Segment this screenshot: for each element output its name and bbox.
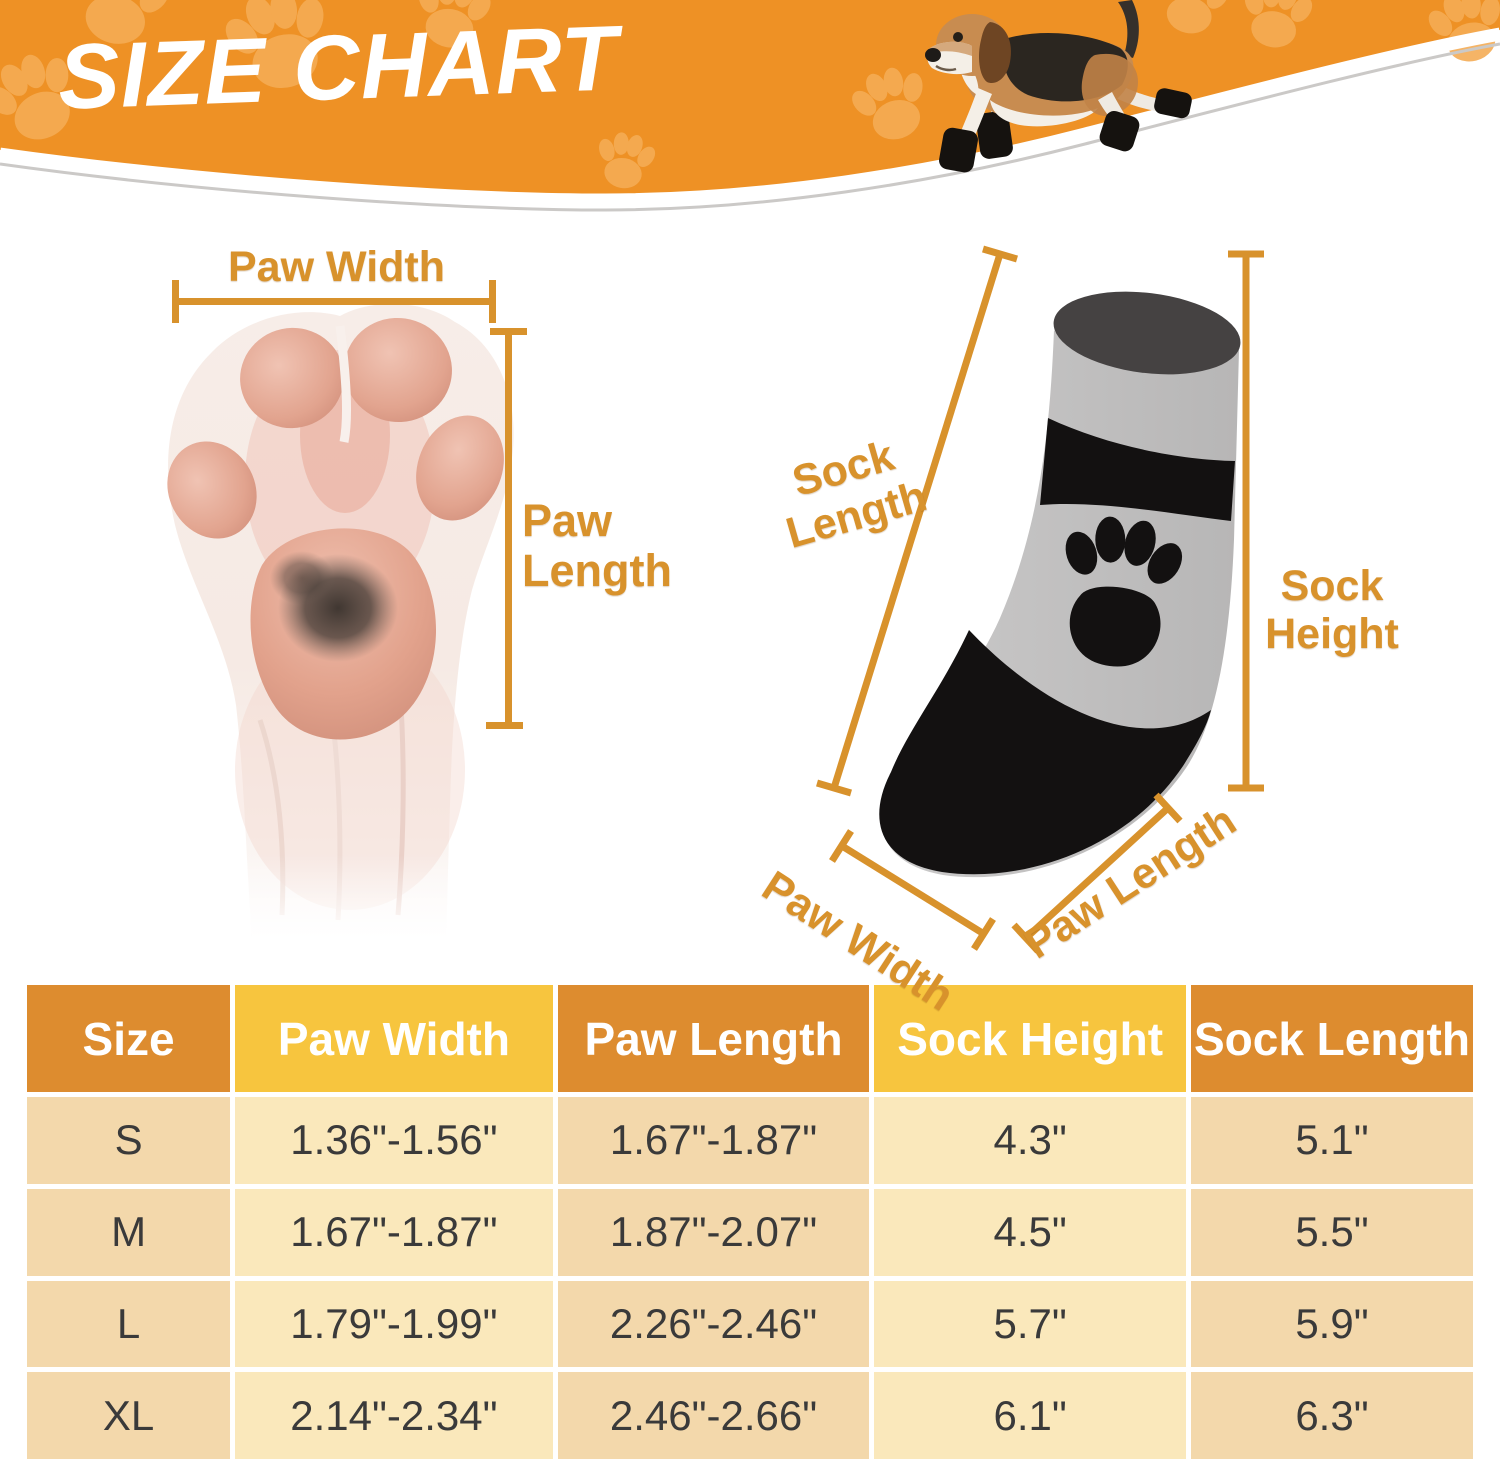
dog-sock [939,127,978,173]
dog-ear [979,22,1012,84]
table-cell: 5.1" [1190,1097,1473,1184]
paw-length-line [505,332,512,726]
table-header-sock-height: Sock Height [874,985,1186,1092]
table-cell: 6.3" [1190,1372,1473,1459]
table-cell: M [27,1188,231,1276]
dog-sock [1099,110,1140,152]
dog-eye [953,32,963,42]
table-cell: 6.1" [874,1372,1186,1459]
dog-nose [925,48,941,62]
sock-paw-length-line [1023,805,1171,941]
sock-paw-width-line [840,843,986,937]
paw-width-line [175,298,495,305]
table-cell: 4.5" [874,1188,1186,1276]
table-cell: 1.79"-1.99" [235,1280,553,1368]
banner-wave-shape [0,0,1500,196]
table-header-paw-width: Paw Width [235,985,553,1092]
table-header-sock-length: Sock Length [1190,985,1473,1092]
sock-measurement-lines [816,245,1264,954]
table-cell: 2.26"-2.46" [557,1280,870,1368]
table-cell: S [27,1097,231,1184]
paw-toe-pad [344,317,452,423]
banner [0,0,1500,212]
sock-paw-print-icon [1065,516,1183,667]
table-header-size: Size [27,985,231,1092]
paw-measurement-lines [172,280,527,729]
sock-cuff-band [1040,418,1235,521]
paw-length-label: Paw Length [522,495,672,597]
paw-toe-pad [167,441,257,539]
paw-toe-pad [240,327,344,429]
table-cell: 5.7" [874,1280,1186,1368]
paw-width-label: Paw Width [228,243,445,291]
size-table: Size Paw Width Paw Length Sock Height So… [27,985,1473,1459]
sock-illustration [879,291,1241,878]
sock-opening [1053,291,1241,375]
dog-illustration [925,0,1192,173]
table-cell: 5.9" [1190,1280,1473,1368]
paw-toe-pad [416,415,504,521]
banner-edge-white-band [0,27,1500,207]
dog-sock [976,111,1013,159]
dog-sock [1154,88,1192,119]
banner-edge-shadow-line [0,42,1500,212]
table-cell: 5.5" [1190,1188,1473,1276]
table-cell: L [27,1280,231,1368]
sock-length-line [830,252,1004,790]
table-cell: 1.67"-1.87" [235,1188,553,1276]
table-cell: XL [27,1372,231,1459]
table-cell: 4.3" [874,1097,1186,1184]
table-cell: 2.14"-2.34" [235,1372,553,1459]
sock-height-label: Sock Height [1265,562,1399,659]
paw-photo-illustration [150,303,560,955]
table-cell: 2.46"-2.66" [557,1372,870,1459]
table-header-paw-length: Paw Length [557,985,870,1092]
table-cell: 1.67"-1.87" [557,1097,870,1184]
table-cell: 1.36"-1.56" [235,1097,553,1184]
measurement-figures [150,245,1264,955]
sock-foot [879,630,1211,875]
table-cell: 1.87"-2.07" [557,1188,870,1276]
page-title: SIZE CHART [56,7,620,129]
